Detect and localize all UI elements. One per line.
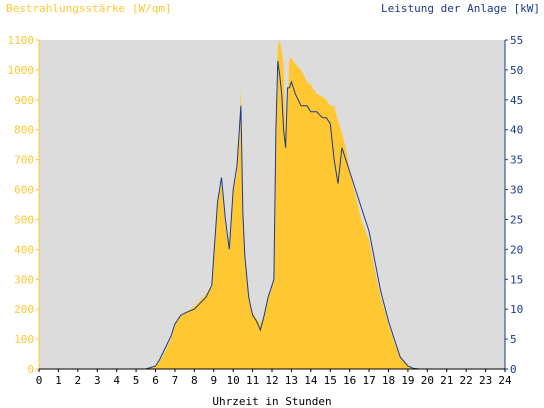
x-tick-label: 3: [94, 374, 101, 387]
left-tick-label: 300: [14, 273, 34, 286]
x-tick-label: 7: [172, 374, 179, 387]
x-tick-label: 5: [133, 374, 140, 387]
left-tick-label: 100: [14, 333, 34, 346]
right-tick-label: 35: [510, 154, 523, 167]
x-tick-label: 12: [265, 374, 278, 387]
left-tick-label: 400: [14, 243, 34, 256]
left-tick-label: 0: [27, 363, 34, 376]
left-tick-label: 600: [14, 184, 34, 197]
x-tick-label: 13: [285, 374, 298, 387]
left-axis-title: Bestrahlungsstärke [W/qm]: [6, 2, 172, 15]
x-tick-label: 9: [210, 374, 217, 387]
right-tick-label: 50: [510, 64, 523, 77]
x-tick-label: 8: [191, 374, 198, 387]
x-tick-label: 11: [246, 374, 259, 387]
right-tick-label: 5: [510, 333, 517, 346]
left-tick-label: 500: [14, 213, 34, 226]
left-tick-label: 800: [14, 124, 34, 137]
x-tick-label: 17: [362, 374, 375, 387]
x-tick-label: 20: [421, 374, 434, 387]
right-tick-label: 30: [510, 184, 523, 197]
x-axis-title: Uhrzeit in Stunden: [212, 395, 332, 408]
x-tick-label: 4: [113, 374, 120, 387]
left-tick-label: 700: [14, 154, 34, 167]
x-tick-label: 2: [75, 374, 82, 387]
irradiance-area: [39, 40, 505, 369]
right-axis-title: Leistung der Anlage [kW]: [381, 2, 540, 15]
x-tick-label: 14: [304, 374, 318, 387]
right-tick-label: 15: [510, 273, 523, 286]
x-tick-label: 18: [382, 374, 395, 387]
right-tick-label: 25: [510, 213, 523, 226]
x-tick-label: 19: [401, 374, 414, 387]
right-tick-label: 45: [510, 94, 523, 107]
x-tick-label: 21: [440, 374, 453, 387]
right-tick-label: 10: [510, 303, 523, 316]
x-tick-label: 1: [55, 374, 62, 387]
left-tick-label: 200: [14, 303, 34, 316]
left-tick-label: 1100: [8, 34, 35, 47]
x-tick-label: 23: [479, 374, 492, 387]
left-tick-label: 1000: [8, 64, 35, 77]
x-tick-label: 16: [343, 374, 356, 387]
power-line: [39, 60, 505, 370]
x-tick-label: 10: [227, 374, 240, 387]
right-tick-label: 20: [510, 243, 523, 256]
right-tick-label: 40: [510, 124, 523, 137]
x-tick-label: 15: [324, 374, 337, 387]
left-tick-label: 900: [14, 94, 34, 107]
x-tick-label: 0: [36, 374, 43, 387]
right-tick-label: 55: [510, 34, 523, 47]
right-tick-label: 0: [510, 363, 517, 376]
x-tick-label: 24: [498, 374, 512, 387]
x-tick-label: 22: [460, 374, 473, 387]
x-tick-label: 6: [152, 374, 159, 387]
